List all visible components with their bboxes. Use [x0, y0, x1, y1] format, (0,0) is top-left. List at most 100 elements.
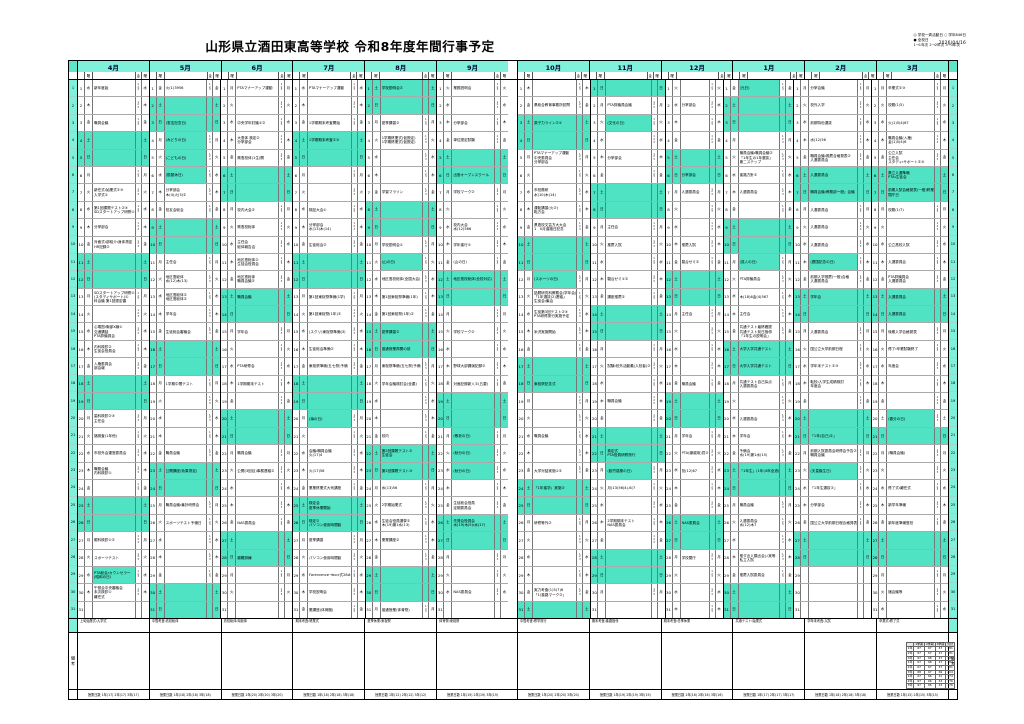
day-count [857, 549, 864, 566]
count-grade-3: 3 [936, 123, 939, 127]
day-event-1: (こどもの日) [165, 155, 187, 160]
day-weekday: 水 [444, 97, 453, 114]
count-grade-2: 2 [280, 225, 283, 229]
count-grade-2: 2 [782, 329, 784, 333]
day-number: 13 [872, 288, 880, 306]
day-event-1: 職員会議 [94, 120, 109, 125]
day-weekday-right: 土 [499, 393, 508, 410]
count-grade-2: 2 [579, 172, 581, 176]
day-row: 26 月研修等外② 1 2 3 月 [518, 514, 591, 533]
day-row: 7 火新任式・始業式②③ 入学式① 1 2 3 火 [78, 184, 149, 202]
day-events [681, 341, 709, 357]
day-event-1: 学校説明会 [308, 590, 327, 595]
day-count [857, 166, 864, 184]
day-weekday: 土 [228, 532, 237, 549]
day-row: 25 月職員会議・集計研修会 1 2 3 月 [149, 497, 221, 515]
day-events [738, 601, 780, 619]
count-grade-3: 3 [711, 384, 713, 388]
day-events: 生徒総会② [308, 237, 351, 253]
day-number: 25 [292, 497, 300, 514]
day-event-1: 入選委員会 [739, 190, 758, 195]
count-grade-2: 2 [280, 468, 283, 472]
count-grade-3: 3 [496, 88, 499, 92]
day-event-2: SDスタートアップ研修① [94, 209, 135, 214]
month-footer-2月: 授業日数 1年(18) 2年(18) 3年(18) [805, 690, 878, 699]
count-grade-2: 2 [936, 207, 939, 211]
count-grade-2: 2 [353, 329, 356, 333]
day-weekday: 月 [525, 514, 533, 532]
day-events: 検定② パソコン使用時間割 [307, 514, 351, 532]
day-events [809, 410, 858, 427]
day-row: 17 水 PTA研修会 1 2 3 水 [221, 358, 292, 376]
count-grade-1: 1 [782, 205, 784, 209]
count-grade-1: 1 [936, 100, 939, 104]
count-grade-1: 1 [711, 222, 713, 226]
day-number: 3 [365, 114, 373, 132]
day-weekday-right: 木 [656, 393, 665, 410]
day-number: 6 [518, 166, 525, 184]
day-event-1: 1学期中間テスト [165, 381, 194, 386]
day-weekday: 火 [85, 306, 93, 323]
count-grade-1: 1 [425, 170, 427, 174]
day-weekday-right: 土 [212, 97, 221, 114]
day-number: 3 [149, 114, 157, 132]
day-row: 8 木運転講習(火②) 転方会 1 2 3 木 [518, 201, 591, 220]
day-weekday: 土 [801, 288, 810, 306]
day-weekday-right: 土 [582, 114, 591, 132]
day-row: 1 水新年度始 1 2 3 水 [78, 80, 149, 98]
day-weekday-right: 日 [940, 184, 948, 201]
day-events [93, 480, 135, 496]
day-events: PTAマナーアップ運動 [236, 80, 278, 96]
day-count [650, 427, 657, 445]
day-weekday-right: 火 [785, 393, 793, 410]
day-event-1: 火(17)56 [308, 468, 325, 473]
day-weekday: 金 [525, 584, 533, 601]
day-weekday-right: 火 [656, 479, 665, 497]
month-column-5月: 1 金火(1)3956 1 2 3 金 2 土土 3 日 (憲法記念日) 日 4 月 (みどりの日) 1 2 3 月… [149, 80, 222, 619]
month-column-1月: 1 金 (元日) 1 2 3 金 2 土土 3 日日 4 月 1 2 3 月 5 火職員会議・職員会議② 「1年生の1… [723, 80, 795, 619]
day-number: 18 [149, 375, 157, 393]
count-grade-1: 1 [353, 187, 356, 191]
day-row: 22 木 1 2 3 木 [518, 445, 591, 463]
day-weekday: 金 [731, 201, 739, 219]
day-weekday-right: 月 [940, 445, 948, 462]
day-number: 2 [872, 97, 880, 114]
right-edge-collabel [948, 72, 957, 79]
day-event-2: 水(13)木(14) [308, 227, 331, 232]
day-weekday-right: 月 [714, 549, 723, 566]
count-grade-1: 1 [579, 448, 581, 452]
day-weekday-right: 月 [428, 114, 436, 132]
day-weekday: 月 [85, 410, 93, 427]
count-grade-2: 2 [859, 85, 862, 89]
count-grade-3: 3 [653, 418, 655, 422]
stats-cell-1: 66 [923, 683, 936, 689]
day-weekday: 金 [157, 445, 165, 462]
count-grade-3: 3 [782, 279, 784, 283]
day-events: (文化の日) [606, 114, 651, 132]
day-index-25: 25 [69, 497, 77, 514]
day-weekday-right: 月 [863, 445, 871, 462]
day-events: 主任会 [165, 254, 207, 270]
day-count [422, 462, 429, 479]
count-grade-2: 2 [936, 572, 939, 576]
count-grade-1: 1 [208, 83, 211, 87]
day-weekday: 木 [228, 375, 237, 393]
day-events [452, 149, 494, 166]
day-row: 24 金業業終業式大気講座 1 2 3 金 [292, 479, 365, 498]
day-events [606, 132, 650, 148]
day-weekday: 金 [444, 497, 453, 514]
day-row: 24 土「1年進学」実施② 土 [518, 479, 591, 498]
